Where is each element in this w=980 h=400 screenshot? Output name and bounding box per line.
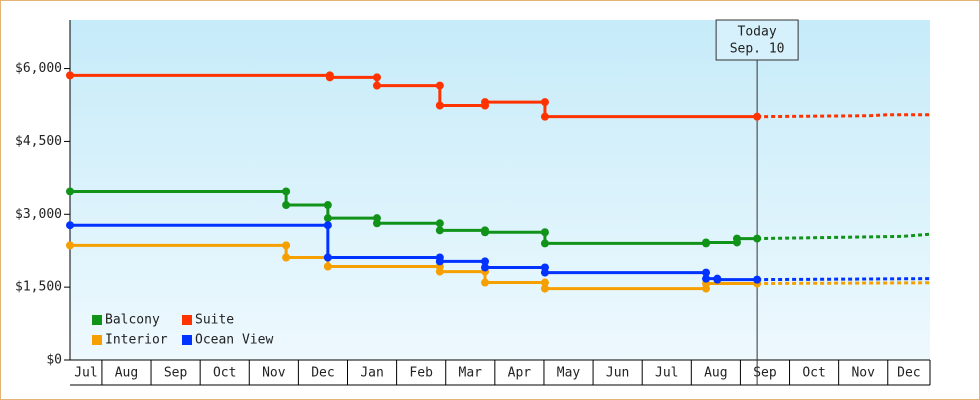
marker [540,268,549,277]
x-tick-label: Aug [115,366,138,381]
forecast-line [757,281,931,285]
marker [540,278,549,287]
marker [481,257,490,266]
marker [282,241,291,250]
marker [66,71,74,80]
legend-label: Suite [195,313,234,328]
x-tick-label: Sep [164,366,188,381]
x-tick-label: Jul [655,366,678,381]
marker [732,234,741,243]
legend-swatch [92,335,102,345]
marker [481,98,490,107]
x-tick-label: Jun [606,366,629,381]
legend-label: Ocean View [195,333,273,348]
marker [372,81,381,90]
x-tick-label: Dec [311,366,334,381]
marker [481,228,490,237]
x-tick-label: Apr [508,366,532,381]
marker [66,241,74,250]
marker [282,201,291,210]
x-tick-label: Nov [851,366,875,381]
marker [713,275,722,284]
marker [372,73,381,82]
marker [323,221,332,230]
y-tick-label: $6,000 [15,61,62,76]
x-tick-label: Sep [753,366,777,381]
legend-label: Balcony [105,313,160,328]
marker [282,253,291,262]
marker [66,221,74,230]
marker [435,267,444,276]
marker [325,73,334,82]
legend-label: Interior [105,333,168,348]
marker [323,262,332,271]
x-tick-label: Feb [409,366,433,381]
marker [66,187,74,196]
forecast-line [757,113,930,119]
marker [540,112,549,121]
x-tick-label: Nov [262,366,286,381]
marker [540,228,549,237]
marker [481,263,490,272]
x-tick-label: Aug [704,366,727,381]
legend-swatch [182,335,192,345]
today-box [715,19,799,61]
marker [435,101,444,110]
marker [435,81,444,90]
marker [435,219,444,228]
marker [540,239,549,248]
legend-swatch [92,315,102,325]
marker [282,187,291,196]
legend-swatch [182,315,192,325]
forecast-line [757,277,931,282]
y-tick-label: $1,500 [15,280,62,295]
marker [540,98,549,107]
today-date: Sep. 10 [730,42,785,57]
marker [702,274,711,283]
today-label: Today [738,25,777,40]
x-tick-label: Jan [360,366,383,381]
marker [323,201,332,210]
x-tick-label: Dec [897,366,920,381]
marker [702,268,711,277]
x-tick-label: May [557,366,581,381]
y-tick-label: $0 [46,353,62,368]
x-tick-label: Jul [74,366,97,381]
y-tick-label: $3,000 [15,207,62,222]
marker [323,214,332,223]
marker [702,238,711,247]
x-tick-label: Oct [802,366,825,381]
x-tick-label: Mar [459,366,483,381]
marker [481,278,490,287]
forecast-line [757,232,931,241]
y-tick-label: $4,500 [15,134,62,149]
marker [372,219,381,228]
marker [540,284,549,293]
marker [435,226,444,235]
x-tick-label: Oct [213,366,236,381]
marker [435,257,444,266]
marker [323,253,332,262]
